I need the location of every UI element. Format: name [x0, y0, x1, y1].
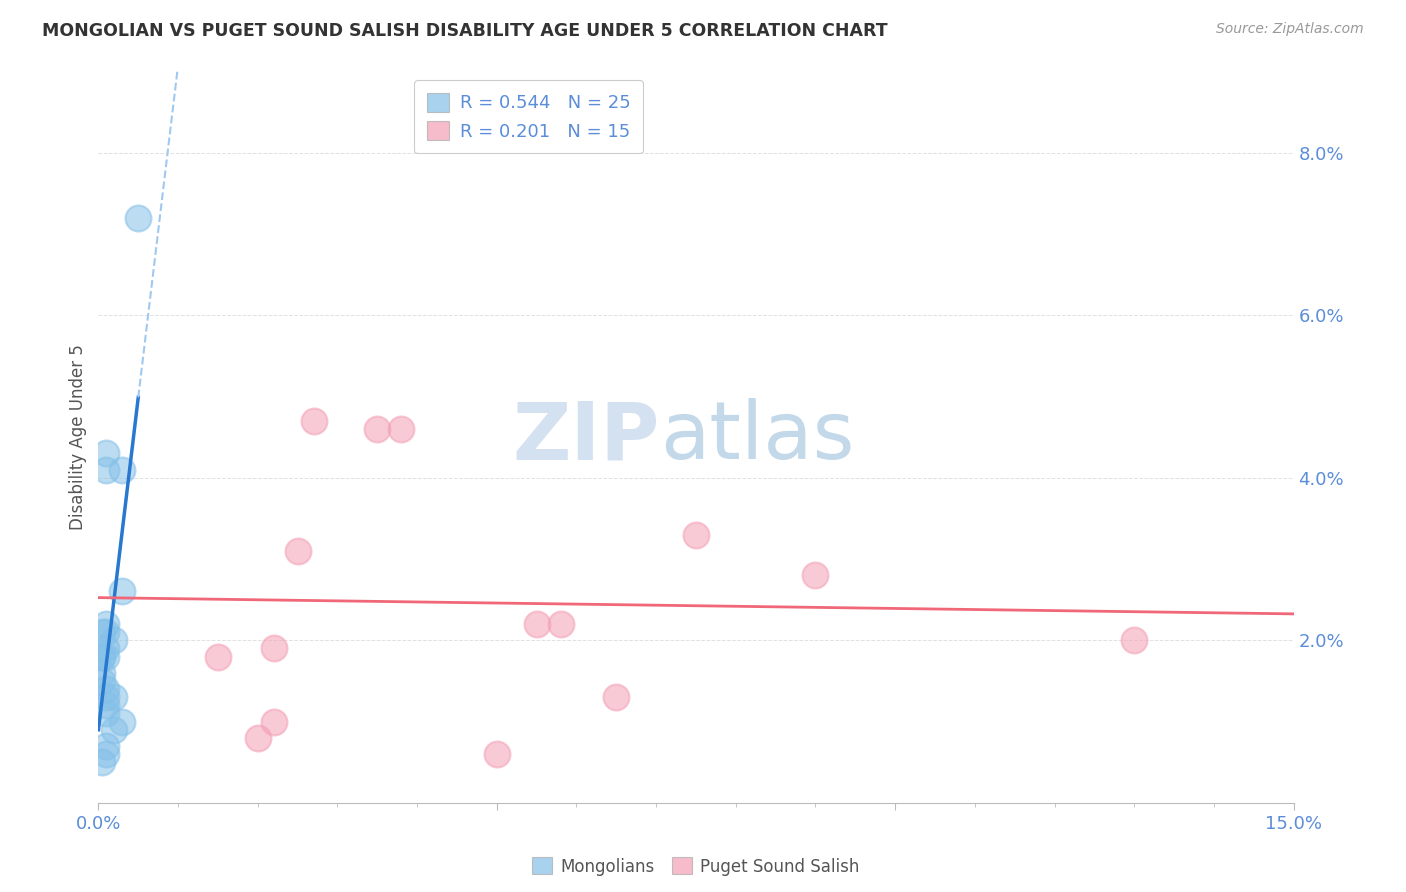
Point	[1123, 633, 1146, 648]
Text: MONGOLIAN VS PUGET SOUND SALISH DISABILITY AGE UNDER 5 CORRELATION CHART: MONGOLIAN VS PUGET SOUND SALISH DISABILI…	[42, 22, 887, 40]
Point	[91, 755, 114, 769]
Point	[685, 527, 707, 541]
Point	[804, 568, 827, 582]
Point	[96, 625, 118, 640]
Point	[366, 422, 388, 436]
Point	[111, 462, 134, 476]
Point	[91, 649, 114, 664]
Point	[96, 446, 118, 460]
Point	[550, 617, 572, 632]
Point	[96, 739, 118, 753]
Text: ZIP: ZIP	[513, 398, 661, 476]
Point	[96, 641, 118, 656]
Point	[246, 731, 269, 745]
Point	[96, 698, 118, 713]
Point	[263, 641, 285, 656]
Point	[96, 747, 118, 761]
Point	[526, 617, 548, 632]
Point	[96, 649, 118, 664]
Point	[91, 673, 114, 688]
Text: Source: ZipAtlas.com: Source: ZipAtlas.com	[1216, 22, 1364, 37]
Point	[91, 625, 114, 640]
Point	[103, 723, 125, 737]
Point	[96, 706, 118, 721]
Point	[96, 462, 118, 476]
Point	[96, 681, 118, 696]
Point	[127, 211, 149, 225]
Point	[111, 714, 134, 729]
Point	[103, 690, 125, 705]
Point	[103, 633, 125, 648]
Legend: Mongolians, Puget Sound Salish: Mongolians, Puget Sound Salish	[526, 851, 866, 882]
Text: atlas: atlas	[661, 398, 855, 476]
Point	[389, 422, 412, 436]
Point	[605, 690, 627, 705]
Point	[91, 649, 114, 664]
Point	[485, 747, 508, 761]
Point	[96, 617, 118, 632]
Point	[91, 665, 114, 680]
Y-axis label: Disability Age Under 5: Disability Age Under 5	[69, 344, 87, 530]
Point	[302, 414, 325, 428]
Point	[287, 544, 309, 558]
Point	[96, 690, 118, 705]
Point	[111, 584, 134, 599]
Point	[263, 714, 285, 729]
Point	[207, 649, 229, 664]
